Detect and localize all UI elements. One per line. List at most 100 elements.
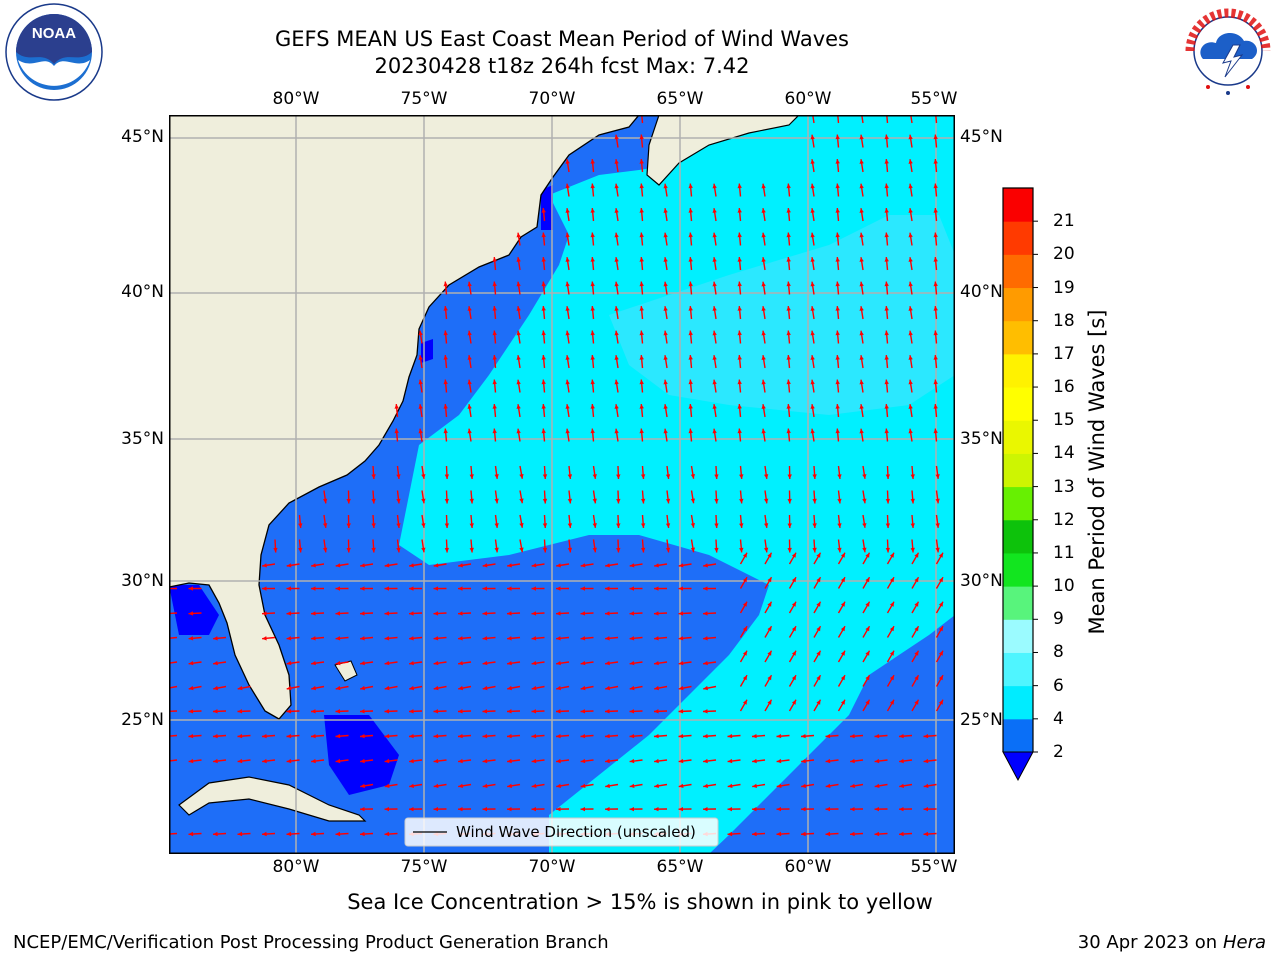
colorbar-tick-label: 14: [1053, 443, 1075, 464]
wind-wave-arrow-head: [433, 758, 439, 764]
wind-wave-arrow-head: [492, 330, 497, 336]
wind-wave-arrow-head: [580, 758, 586, 764]
wind-wave-arrow-head: [884, 404, 889, 409]
map-frame: [169, 115, 955, 854]
wind-wave-arrow-head: [590, 257, 595, 262]
wind-wave-arrow-head: [654, 661, 659, 666]
wind-wave-arrow-head: [874, 831, 880, 837]
wind-wave-arrow-head: [737, 428, 742, 434]
wind-wave-arrow-head: [384, 734, 390, 739]
wind-wave-arrow-head: [654, 709, 659, 714]
wind-wave-arrow-head: [889, 552, 894, 558]
producer-credit: NCEP/EMC/Verification Post Processing Pr…: [13, 932, 609, 953]
wind-wave-arrow-head: [469, 498, 474, 504]
wind-wave-arrow-head: [433, 685, 439, 691]
wind-wave-arrow-head: [311, 661, 316, 666]
wind-wave-arrow-head: [565, 281, 570, 287]
wind-wave-arrow-head: [908, 134, 913, 140]
wind-wave-arrow-head: [688, 232, 693, 238]
wind-wave-arrow-head: [409, 611, 414, 616]
wind-wave-arrow-head: [467, 379, 472, 385]
wind-wave-arrow-head: [565, 428, 570, 434]
wind-wave-arrow-head: [592, 498, 597, 504]
wind-wave-arrow-head: [629, 709, 635, 714]
wind-wave-arrow-head: [542, 474, 548, 479]
colorbar-segment: [1003, 453, 1033, 488]
wind-wave-arrow-head: [286, 636, 292, 641]
wind-wave-arrow-head: [396, 523, 401, 528]
wind-wave-arrow-head: [933, 183, 938, 189]
wind-wave-arrow-head: [933, 379, 938, 385]
lon-label-bottom: 65°W: [656, 857, 704, 877]
colorbar-segment: [1003, 387, 1033, 421]
wind-wave-arrow-head: [884, 306, 889, 311]
colorbar-tick-label: 12: [1053, 509, 1075, 530]
wind-wave-arrow-head: [727, 758, 733, 764]
wind-wave-arrow-head: [396, 547, 401, 553]
wind-wave-arrow-head: [639, 355, 644, 360]
wind-wave-arrow-head: [835, 183, 840, 189]
colorbar-segment: [1003, 652, 1033, 687]
wind-wave-arrow-head: [444, 523, 449, 528]
wind-wave-arrow-head: [761, 379, 766, 385]
colorbar-tick-label: 6: [1053, 675, 1064, 696]
wind-wave-arrow-head: [914, 601, 919, 607]
wind-wave-arrow-head: [737, 379, 742, 385]
wind-wave-arrow-head: [874, 734, 880, 739]
wind-wave-arrow-head: [791, 699, 796, 705]
wind-wave-arrow-head: [885, 547, 890, 553]
wind-wave-arrow-head: [742, 626, 747, 632]
wind-wave-arrow-head: [663, 306, 668, 311]
wind-wave-arrow-head: [541, 428, 546, 434]
wind-wave-arrow-head: [810, 404, 815, 409]
lon-label-top: 65°W: [656, 89, 704, 109]
wind-wave-arrow-head: [688, 404, 693, 409]
wind-wave-arrow-head: [556, 611, 561, 616]
wind-wave-arrow-head: [688, 208, 693, 213]
wind-wave-arrow-head: [639, 281, 644, 287]
wind-wave-arrow-head: [825, 783, 831, 788]
wind-wave-arrow-head: [360, 709, 365, 714]
wind-wave-arrow-head: [678, 685, 684, 691]
wind-wave-arrow-head: [298, 547, 303, 553]
wind-wave-arrow-head: [580, 661, 586, 666]
light-cyan-period-region: [609, 215, 955, 415]
wind-wave-arrow-head: [516, 355, 521, 360]
wind-wave-arrow-head: [590, 183, 595, 189]
wind-wave-arrow-head: [889, 601, 894, 607]
wind-wave-arrow-head: [565, 379, 570, 385]
wind-wave-arrow-head: [752, 783, 757, 788]
wind-wave-arrow-head: [335, 636, 341, 641]
wind-wave-arrow-shaft: [886, 115, 889, 124]
wind-wave-arrow-head: [663, 428, 668, 434]
wind-wave-arrow-head: [859, 379, 864, 385]
wind-wave-arrow-head: [654, 783, 659, 788]
wind-wave-arrow-head: [639, 428, 644, 434]
wind-wave-arrow-head: [865, 552, 870, 558]
wind-wave-arrow-head: [776, 734, 782, 739]
wind-wave-arrow-head: [629, 783, 635, 788]
wind-wave-arrow-head: [394, 428, 399, 434]
wind-wave-arrow-head: [712, 257, 717, 262]
wind-wave-arrow-head: [840, 552, 845, 558]
colorbar-segment: [1003, 188, 1033, 222]
wind-wave-arrow-head: [835, 404, 840, 409]
wind-wave-arrow-head: [865, 650, 870, 656]
wind-wave-arrow-head: [688, 257, 693, 262]
wind-wave-arrow-head: [714, 498, 719, 504]
wind-wave-arrow-head: [605, 734, 610, 739]
wind-wave-arrow-head: [737, 355, 742, 360]
wind-wave-arrow-head: [482, 611, 488, 616]
wind-wave-arrow-head: [654, 611, 659, 616]
wind-wave-arrow-head: [531, 709, 537, 714]
wind-wave-arrow-head: [933, 159, 938, 164]
wind-wave-arrow-head: [614, 134, 619, 140]
colorbar-segment: [1003, 519, 1033, 554]
wind-wave-arrow-head: [614, 281, 619, 287]
colorbar-segment: [1003, 221, 1033, 255]
wind-wave-arrow-head: [629, 685, 635, 691]
lon-label-bottom: 60°W: [784, 857, 832, 877]
wind-wave-arrow-head: [482, 661, 488, 666]
wind-wave-arrow-head: [767, 552, 772, 558]
wind-wave-arrow-head: [712, 404, 717, 409]
